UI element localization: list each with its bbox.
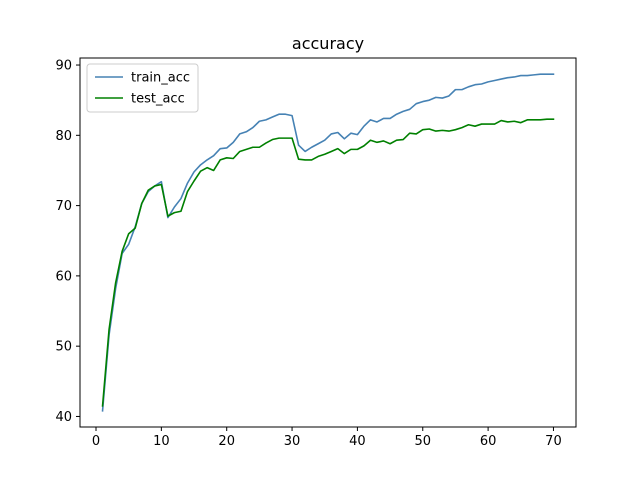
x-tick-label: 20 [218, 434, 235, 449]
x-axis: 0 10 20 30 40 50 60 70 [92, 427, 562, 449]
legend-box [86, 63, 199, 113]
x-tick-label: 0 [92, 434, 100, 449]
y-tick-label: 80 [55, 129, 72, 144]
x-tick-label: 50 [414, 434, 431, 449]
legend: train_acc test_acc [86, 63, 199, 113]
y-tick-label: 60 [55, 269, 72, 284]
y-tick-label: 90 [55, 59, 72, 74]
chart-title: accuracy [292, 34, 364, 53]
x-tick-label: 40 [349, 434, 366, 449]
series-line-train-acc [101, 73, 555, 412]
series-line-test-acc [101, 118, 555, 407]
y-tick-label: 50 [55, 340, 72, 355]
plot-area [80, 58, 576, 427]
x-tick-label: 70 [545, 434, 562, 449]
legend-label: train_acc [131, 71, 190, 86]
x-tick-label: 30 [284, 434, 301, 449]
y-tick-label: 40 [55, 410, 72, 425]
series-layer [101, 73, 555, 412]
y-tick-label: 70 [55, 199, 72, 214]
legend-label: test_acc [131, 92, 185, 107]
x-tick-label: 10 [153, 434, 170, 449]
x-tick-label: 60 [480, 434, 497, 449]
y-axis: 40 50 60 70 80 90 [55, 59, 80, 425]
plot-frame [79, 57, 577, 428]
